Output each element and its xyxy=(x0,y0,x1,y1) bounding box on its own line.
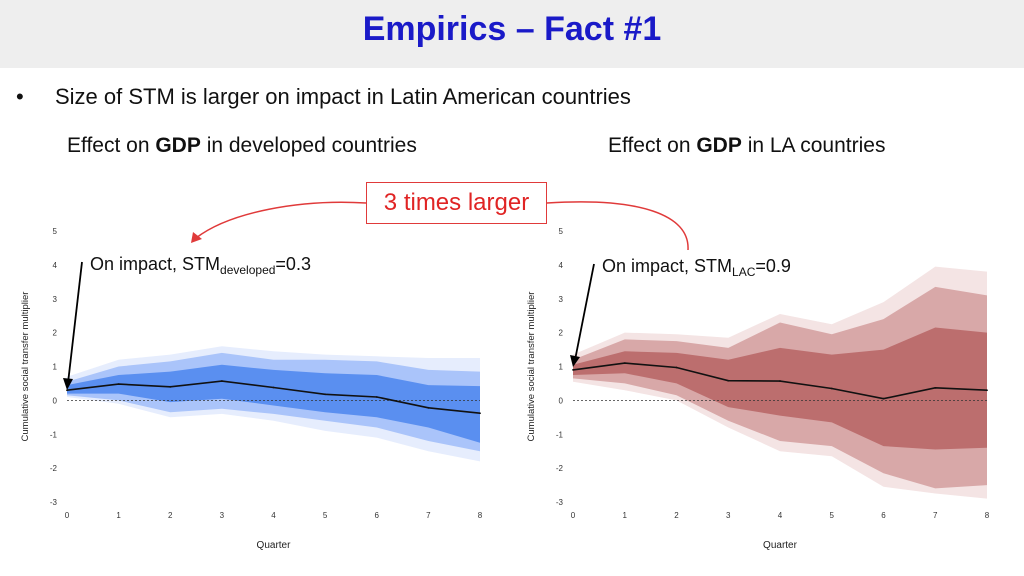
right-impact-arrowhead xyxy=(570,355,580,367)
x-tick-label: 3 xyxy=(220,511,225,520)
y-tick-label: 3 xyxy=(53,295,58,304)
confidence-band-inner xyxy=(67,364,480,443)
y-tick-label: -2 xyxy=(50,464,58,473)
y-tick-label: 2 xyxy=(53,329,58,338)
data-point xyxy=(779,380,781,382)
y-tick-label: -3 xyxy=(556,498,564,507)
data-point xyxy=(272,386,275,389)
data-point xyxy=(169,385,172,388)
left-subtitle-bold: GDP xyxy=(155,134,201,157)
data-point xyxy=(375,396,378,398)
left-chart-subtitle: Effect on GDP in developed countries xyxy=(67,134,417,158)
x-tick-label: 6 xyxy=(375,511,380,520)
x-tick-label: 6 xyxy=(881,511,886,520)
y-tick-label: -1 xyxy=(556,430,564,439)
right-anno-subscript: LAC xyxy=(732,265,756,279)
x-tick-label: 0 xyxy=(571,511,576,520)
data-point xyxy=(934,386,937,389)
x-tick-label: 2 xyxy=(674,511,679,520)
data-point xyxy=(986,389,988,392)
data-point xyxy=(479,412,481,415)
y-tick-label: 0 xyxy=(559,396,564,405)
right-subtitle-prefix: Effect on xyxy=(608,134,697,157)
x-tick-label: 8 xyxy=(985,511,990,520)
callout-connector-right xyxy=(546,201,689,251)
data-point xyxy=(324,393,327,396)
data-point xyxy=(727,379,730,382)
slide-title: Empirics – Fact #1 xyxy=(362,10,662,48)
right-anno-prefix: On impact, STM xyxy=(602,256,733,276)
data-point xyxy=(623,362,626,365)
data-point xyxy=(572,368,574,371)
data-point xyxy=(675,366,678,369)
y-tick-label: 0 xyxy=(53,396,58,405)
left-subtitle-prefix: Effect on xyxy=(67,134,156,157)
x-tick-label: 1 xyxy=(116,511,121,520)
y-tick-label: 4 xyxy=(559,261,564,270)
x-tick-label: 5 xyxy=(323,511,328,520)
left-anno-subscript: developed xyxy=(220,263,276,277)
left-anno-value: =0.3 xyxy=(275,254,311,274)
left-chart: -3 -2 -1 0 1 2 3 4 5 0 1 2 3 4 5 6 7 8 Quarter Cumulative s… xyxy=(20,227,483,551)
bullet-text: Size of STM is larger on impact in Latin… xyxy=(55,84,631,109)
data-point xyxy=(830,387,833,390)
x-tick-label: 7 xyxy=(426,511,431,520)
right-chart-subtitle: Effect on GDP in LA countries xyxy=(608,134,885,158)
callout-arrow-left-head xyxy=(191,232,202,243)
right-impact-arrow xyxy=(574,263,595,361)
left-impact-arrow xyxy=(67,261,83,384)
y-axis-label: Cumulative social transfer multiplier xyxy=(20,292,31,442)
y-tick-label: 1 xyxy=(559,363,564,372)
left-subtitle-suffix: in developed countries xyxy=(200,134,417,157)
left-impact-arrowhead xyxy=(63,378,73,390)
callout-arrow-left xyxy=(195,201,367,239)
right-subtitle-suffix: in LA countries xyxy=(741,134,886,157)
right-anno-value: =0.9 xyxy=(755,256,791,276)
right-annotation: On impact, STMLAC=0.9 xyxy=(602,256,791,279)
y-tick-label: -2 xyxy=(556,464,564,473)
data-point xyxy=(882,397,885,400)
x-tick-label: 3 xyxy=(726,511,731,520)
left-annotation: On impact, STMdeveloped=0.3 xyxy=(90,254,311,277)
y-tick-label: 1 xyxy=(53,363,58,372)
y-axis-label: Cumulative social transfer multiplier xyxy=(526,292,537,442)
y-tick-label: 2 xyxy=(559,329,564,338)
y-tick-label: 5 xyxy=(53,227,58,236)
y-tick-label: 3 xyxy=(559,295,564,304)
x-tick-label: 1 xyxy=(623,511,628,520)
bullet-marker: • xyxy=(16,84,24,109)
y-tick-label: -3 xyxy=(50,498,58,507)
x-axis-label: Quarter xyxy=(763,540,798,551)
data-point xyxy=(117,383,120,386)
x-tick-label: 7 xyxy=(933,511,938,520)
x-tick-label: 2 xyxy=(168,511,173,520)
x-tick-label: 8 xyxy=(478,511,483,520)
x-tick-label: 4 xyxy=(271,511,276,520)
left-anno-prefix: On impact, STM xyxy=(90,254,221,274)
x-axis-label: Quarter xyxy=(257,540,292,551)
right-subtitle-bold: GDP xyxy=(696,134,742,157)
x-tick-label: 0 xyxy=(65,511,70,520)
data-point xyxy=(66,389,68,392)
confidence-band-inner xyxy=(573,327,987,450)
y-tick-label: 4 xyxy=(53,261,58,270)
title-bar: Empirics – Fact #1 xyxy=(0,0,1024,68)
x-tick-label: 5 xyxy=(830,511,835,520)
data-point xyxy=(220,380,223,382)
x-tick-label: 4 xyxy=(778,511,783,520)
data-point xyxy=(427,406,430,409)
y-tick-label: -1 xyxy=(50,430,58,439)
right-chart: -3 -2 -1 0 1 2 3 4 5 0 1 2 3 4 5 6 7 8 Quarter Cumulative s… xyxy=(526,227,990,551)
y-tick-label: 5 xyxy=(559,227,564,236)
callout-box: 3 times larger xyxy=(366,182,547,224)
